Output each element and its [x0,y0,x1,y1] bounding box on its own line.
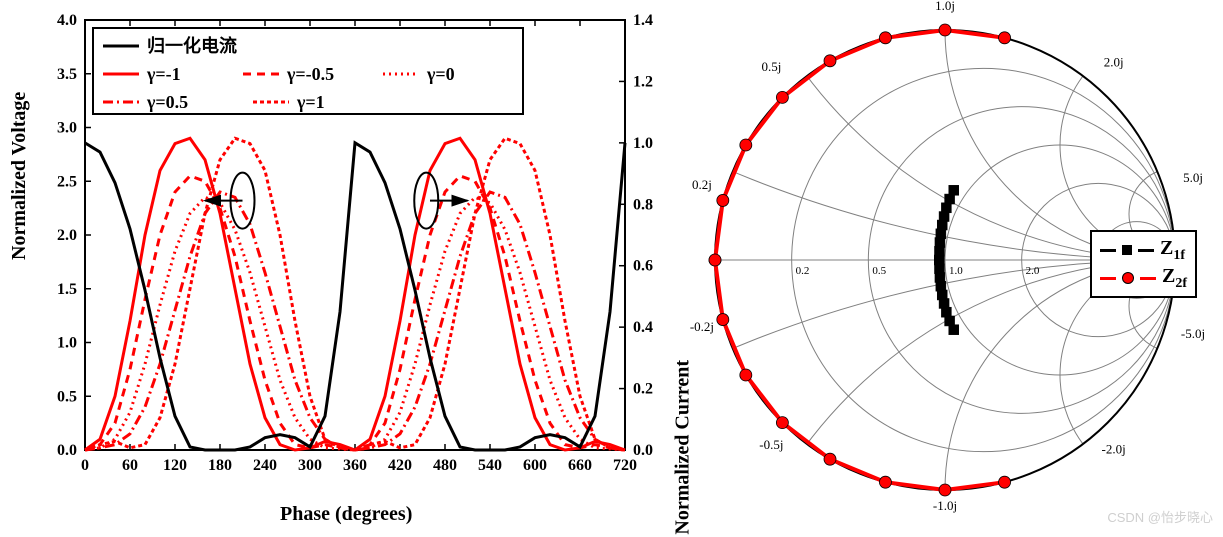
svg-text:归一化电流: 归一化电流 [147,35,237,56]
svg-text:480: 480 [433,457,457,474]
svg-text:540: 540 [478,457,502,474]
svg-text:720: 720 [613,457,637,474]
svg-text:60: 60 [122,457,138,474]
svg-text:1.0: 1.0 [57,335,77,352]
svg-text:0.2: 0.2 [796,265,810,277]
svg-text:1.4: 1.4 [633,12,653,29]
svg-text:1.0: 1.0 [949,265,963,277]
svg-text:120: 120 [163,457,187,474]
svg-text:0.0: 0.0 [633,442,653,459]
svg-text:360: 360 [343,457,367,474]
waveform-chart: 0601201802403003604204805406006607200.00… [0,0,680,532]
svg-text:0.2j: 0.2j [692,177,712,192]
svg-text:3.0: 3.0 [57,120,77,137]
svg-text:1.0: 1.0 [633,135,653,152]
svg-text:2.0: 2.0 [1026,265,1040,277]
svg-text:γ=-0.5: γ=-0.5 [286,64,334,84]
svg-text:4.0: 4.0 [57,12,77,29]
right-chart-panel: 0.20.51.02.05.00.2j0.5j1.0j2.0j5.0j-0.2j… [680,0,1223,532]
svg-text:0.6: 0.6 [633,258,653,275]
legend-label-z1f: Z1f [1160,237,1185,264]
svg-text:0.4: 0.4 [633,319,653,336]
svg-text:3.5: 3.5 [57,66,77,83]
figure-container: 0601201802403003604204805406006607200.00… [0,0,1223,532]
svg-text:0.0: 0.0 [57,442,77,459]
svg-text:-0.2j: -0.2j [690,319,714,334]
svg-text:0: 0 [81,457,89,474]
legend-row-z1f: Z1f [1100,236,1187,264]
svg-text:660: 660 [568,457,592,474]
svg-text:γ=-1: γ=-1 [146,64,181,84]
x-axis-label: Phase (degrees) [280,503,412,526]
legend-label-z2f: Z2f [1162,265,1187,292]
svg-text:-0.5j: -0.5j [759,437,783,452]
svg-text:1.5: 1.5 [57,281,77,298]
svg-text:1.2: 1.2 [633,73,653,90]
svg-text:180: 180 [208,457,232,474]
svg-text:240: 240 [253,457,277,474]
svg-text:0.2: 0.2 [633,381,653,398]
svg-text:1.0j: 1.0j [935,0,955,13]
smith-legend: Z1f Z2f [1090,230,1197,298]
svg-text:2.0: 2.0 [57,227,77,244]
svg-text:0.5j: 0.5j [761,59,781,74]
svg-text:5.0j: 5.0j [1183,170,1203,185]
svg-text:2.0j: 2.0j [1104,54,1124,69]
svg-text:0.5: 0.5 [872,265,886,277]
svg-text:300: 300 [298,457,322,474]
watermark-text: CSDN @怡步晓心 [1107,507,1213,526]
svg-text:γ=0: γ=0 [426,64,455,84]
svg-text:0.8: 0.8 [633,196,653,213]
svg-text:2.5: 2.5 [57,173,77,190]
svg-text:600: 600 [523,457,547,474]
y-left-axis-label: Normalized Voltage [8,92,31,260]
svg-text:420: 420 [388,457,412,474]
svg-text:γ=1: γ=1 [296,92,325,112]
svg-text:-5.0j: -5.0j [1181,326,1205,341]
left-chart-panel: 0601201802403003604204805406006607200.00… [0,0,680,532]
svg-text:-2.0j: -2.0j [1102,442,1126,457]
svg-text:0.5: 0.5 [57,388,77,405]
legend-row-z2f: Z2f [1100,264,1187,292]
svg-text:γ=0.5: γ=0.5 [146,92,188,112]
svg-text:-1.0j: -1.0j [933,498,957,513]
